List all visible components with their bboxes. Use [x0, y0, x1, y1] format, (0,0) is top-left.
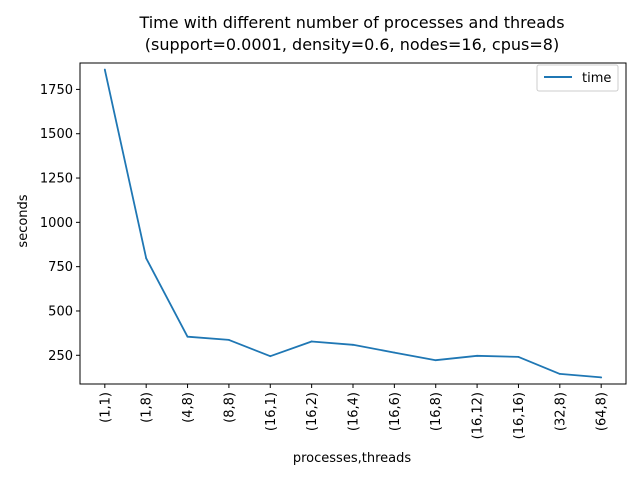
y-tick-label: 500 — [48, 304, 73, 319]
y-tick-label: 1000 — [40, 216, 73, 231]
data-point — [269, 355, 272, 358]
x-tick-label: (16,8) — [429, 392, 444, 431]
data-point — [517, 355, 520, 358]
data-point — [476, 354, 478, 357]
x-tick-label: (16,4) — [347, 392, 362, 431]
x-tick-label: (16,12) — [471, 392, 486, 439]
data-point — [186, 335, 189, 338]
data-point — [434, 359, 437, 362]
x-axis-label: processes,threads — [293, 451, 411, 466]
y-tick-label: 1750 — [40, 83, 73, 98]
x-tick-label: (64,8) — [595, 392, 610, 431]
data-point — [228, 338, 230, 341]
x-tick-label: (32,8) — [553, 392, 568, 431]
data-point — [103, 68, 106, 71]
data-point — [600, 376, 603, 379]
x-tick-label: (8,8) — [222, 392, 237, 423]
plot-area: 250 500 750 1000 1250 1500 1750 (1,1) (1,8) (4,8)… — [40, 62, 627, 439]
data-point — [393, 351, 396, 354]
x-tick-label: (1,1) — [98, 392, 113, 423]
data-point — [310, 340, 313, 343]
plot-frame — [79, 62, 627, 385]
data-point — [145, 257, 148, 260]
y-axis-label: seconds — [16, 194, 31, 247]
x-tick-label: (16,6) — [388, 392, 403, 431]
x-tick-label: (16,2) — [305, 392, 320, 431]
y-tick-label: 1500 — [40, 127, 73, 142]
legend-frame — [536, 64, 619, 92]
data-point — [558, 372, 561, 375]
y-tick-label: 1250 — [40, 172, 73, 187]
x-tick-label: (16,16) — [512, 392, 527, 439]
series-line-time — [103, 69, 602, 379]
x-tick-label: (16,1) — [264, 392, 279, 431]
y-tick-label: 750 — [48, 260, 73, 275]
y-tick-label: 250 — [48, 349, 73, 364]
legend-label: time — [582, 71, 611, 86]
legend: time — [536, 64, 619, 92]
chart-title-line2: (support=0.0001, density=0.6, nodes=16, … — [145, 35, 559, 54]
data-point — [352, 343, 354, 346]
x-tick-label: (1,8) — [140, 392, 155, 423]
x-tick-label: (4,8) — [181, 392, 196, 423]
chart-title-line1: Time with different number of processes … — [138, 13, 564, 32]
